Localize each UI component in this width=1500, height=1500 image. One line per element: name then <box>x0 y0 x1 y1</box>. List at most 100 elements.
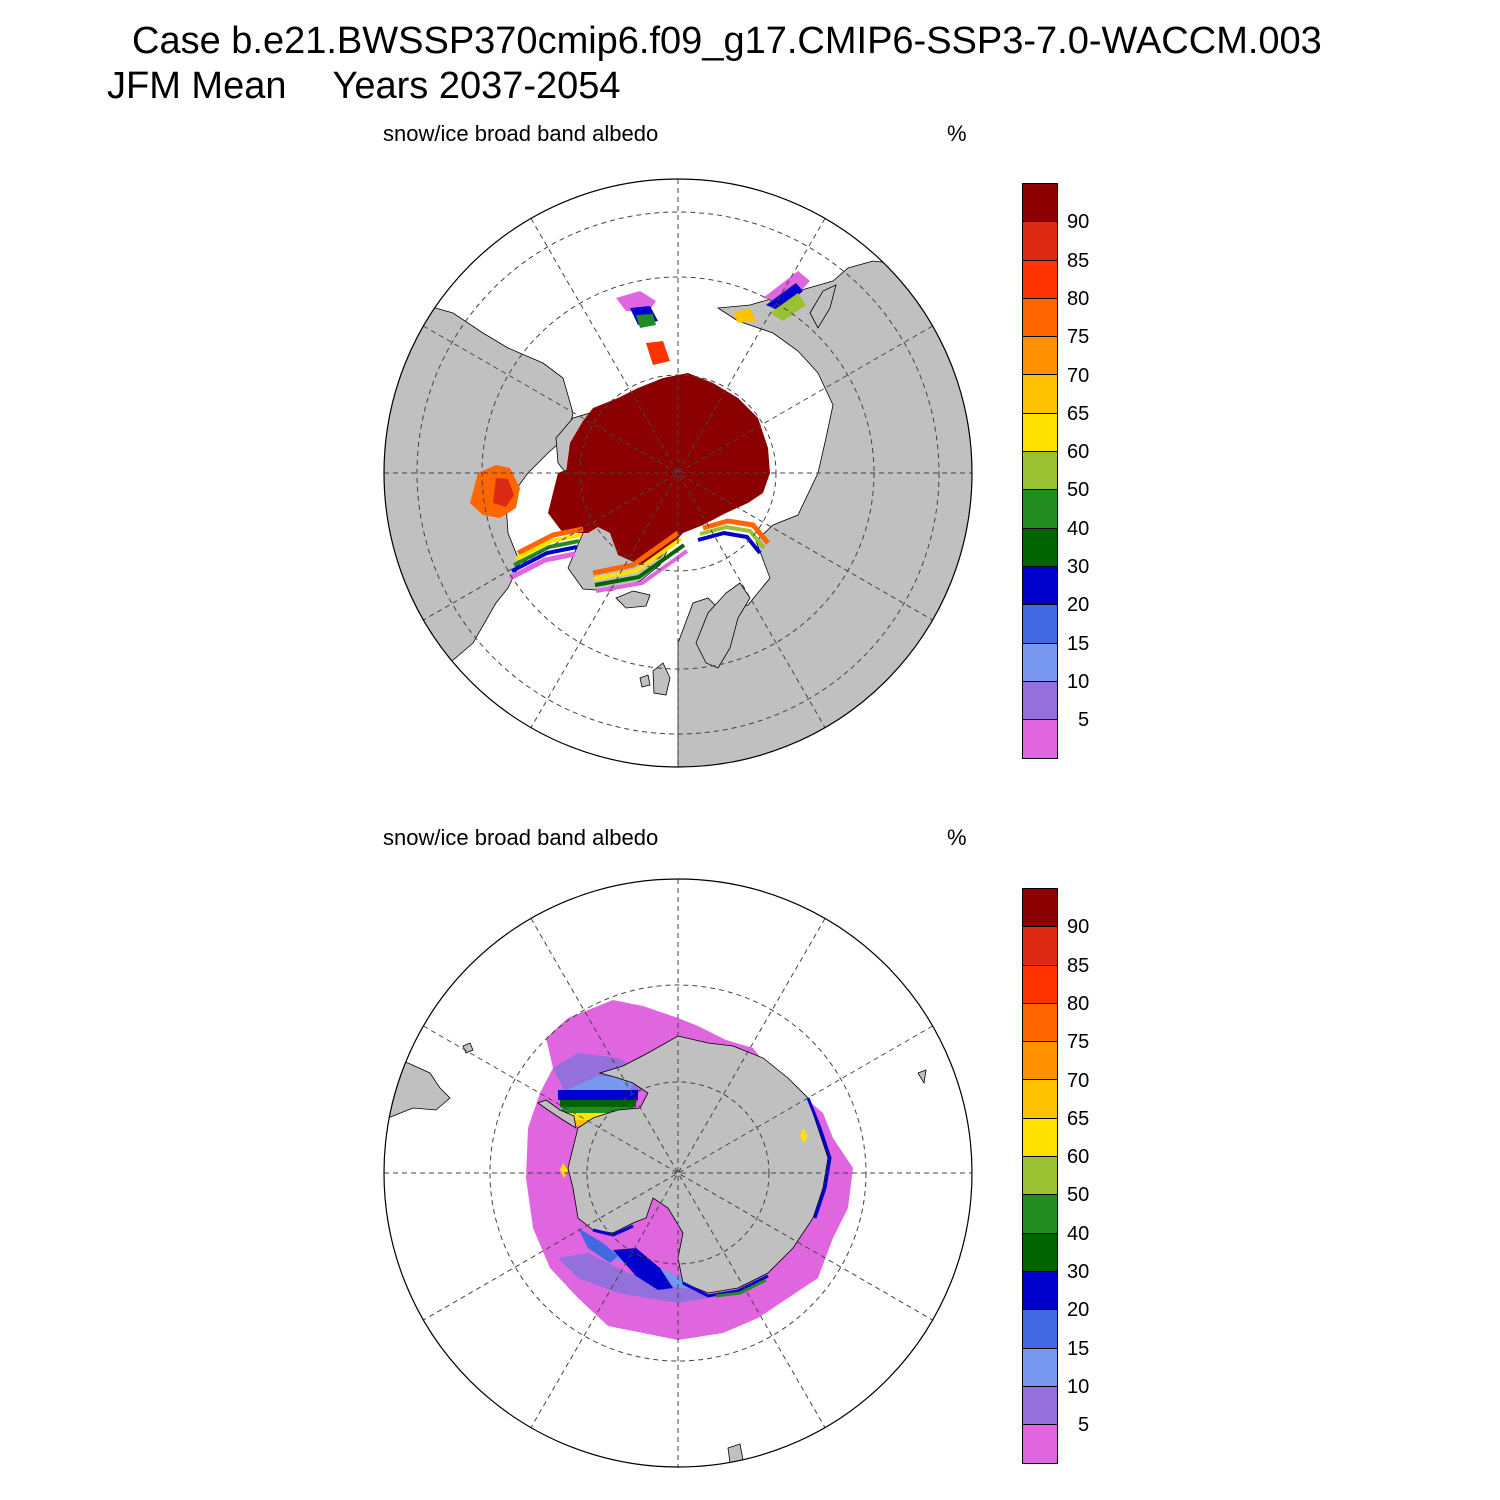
south-colorbar-cell <box>1023 1003 1057 1043</box>
north-colorbar-tick-label: 60 <box>1067 441 1090 464</box>
north-ice-barents-band-1 <box>702 518 770 545</box>
south-colorbar-tick-label: 75 <box>1067 1031 1090 1054</box>
south-colorbar-cell <box>1023 1042 1057 1081</box>
south-colorbar-tick-label: 50 <box>1067 1184 1090 1207</box>
north-ice-labrador-band-4 <box>511 545 578 573</box>
south-colorbar-tick-label: 5 <box>1078 1414 1090 1437</box>
south-ice-coast-band-green <box>715 1278 767 1298</box>
north-land-british-isles <box>639 662 671 696</box>
north-colorbar-tick-label: 80 <box>1067 287 1090 310</box>
south-graticule <box>384 879 972 1467</box>
north-colorbar-tick-label: 20 <box>1067 594 1090 617</box>
south-ice-weddell-blue <box>558 1090 638 1100</box>
south-colorbar-cell <box>1023 1425 1057 1464</box>
north-land-iceland <box>615 590 651 609</box>
south-polar-map <box>383 878 973 1468</box>
north-graticule <box>384 179 972 767</box>
north-map-border <box>383 178 973 768</box>
north-ice-bering-strait <box>646 341 670 365</box>
south-colorbar-cell <box>1023 889 1057 928</box>
north-colorbar-cell <box>1023 375 1057 414</box>
south-ice-weddell-darkgreen <box>560 1100 636 1107</box>
south-colorbar-tick-label: 90 <box>1067 916 1090 939</box>
years-label: Years 2037-2054 <box>332 65 621 107</box>
south-colorbar-cell <box>1023 1233 1057 1272</box>
north-colorbar-cell <box>1023 605 1057 644</box>
south-colorbar-cell <box>1023 1118 1057 1158</box>
north-colorbar-cell <box>1023 298 1057 338</box>
south-panel-variable-label: snow/ice broad band albedo <box>383 825 659 850</box>
south-colorbar-tick-label: 70 <box>1067 1069 1090 1092</box>
north-colorbar-cell <box>1023 528 1057 567</box>
north-colorbar-cell <box>1023 413 1057 453</box>
north-colorbar-tick-label: 70 <box>1067 364 1090 387</box>
north-sea-ice <box>470 271 810 593</box>
north-colorbar-cell <box>1023 566 1057 606</box>
north-colorbar-tick-label: 50 <box>1067 479 1090 502</box>
south-colorbar-cell <box>1023 1348 1057 1387</box>
north-colorbar-cell <box>1023 452 1057 491</box>
north-colorbar-tick-label: 30 <box>1067 556 1090 578</box>
south-ice-amundsen-blue <box>578 1228 618 1263</box>
north-colorbar <box>1022 183 1058 760</box>
north-colorbar-tick-label: 85 <box>1067 249 1090 272</box>
south-colorbar-cell <box>1023 965 1057 1004</box>
north-colorbar-tick-label: 75 <box>1067 326 1090 349</box>
north-land-scandinavia <box>695 582 751 669</box>
north-ice-okhotsk-inner <box>770 293 806 321</box>
north-colorbar-cell <box>1023 490 1057 529</box>
south-colorbar-cell <box>1023 1271 1057 1311</box>
south-colorbar-tick-label: 10 <box>1067 1375 1090 1398</box>
north-ice-barents-band-3 <box>697 530 762 555</box>
north-colorbar-cell <box>1023 222 1057 261</box>
south-land-island-1 <box>917 1069 927 1085</box>
north-ice-archipelago <box>548 463 626 533</box>
north-ice-labrador-band-2 <box>515 533 582 561</box>
north-colorbar-tick-label: 40 <box>1067 517 1090 540</box>
north-colorbar-tick-label: 5 <box>1078 709 1090 732</box>
north-colorbar-cell <box>1023 337 1057 376</box>
south-ice-purple <box>553 1053 708 1303</box>
north-ice-greenland-band-3 <box>594 543 686 587</box>
south-colorbar-cell <box>1023 1157 1057 1196</box>
south-panel-units-label: % <box>947 825 967 850</box>
north-ice-greenland-band-1 <box>592 530 680 576</box>
north-panel-units-label: % <box>947 121 967 146</box>
south-colorbar-cell <box>1023 1386 1057 1426</box>
north-ice-okhotsk-west <box>733 308 756 323</box>
south-ice-coast-band-blue <box>592 1097 832 1298</box>
north-colorbar-cell <box>1023 184 1057 223</box>
figure-subtitle: JFM Mean Years 2037-2054 <box>107 63 621 109</box>
north-polar-map <box>383 178 973 768</box>
north-ice-barents-band-2 <box>699 524 766 550</box>
north-ice-hudson-core <box>493 478 514 507</box>
south-colorbar-cell <box>1023 1310 1057 1349</box>
north-colorbar-tick-label: 65 <box>1067 402 1090 425</box>
south-colorbar-tick-label: 30 <box>1067 1261 1090 1283</box>
north-ice-labrador-band-1 <box>516 526 584 556</box>
north-ice-okhotsk-outer <box>763 271 810 305</box>
south-ice-weddell-green <box>562 1107 634 1113</box>
south-colorbar <box>1022 888 1058 1465</box>
north-ice-greenland-band-2 <box>593 537 683 581</box>
north-ice-bering-inner <box>636 314 656 328</box>
north-colorbar-cell <box>1023 681 1057 721</box>
north-colorbar-cell <box>1023 643 1057 682</box>
south-map-border <box>383 878 973 1468</box>
figure-title-case: Case b.e21.BWSSP370cmip6.f09_g17.CMIP6-S… <box>132 20 1322 62</box>
north-colorbar-tick-label: 15 <box>1067 632 1090 655</box>
south-ice-ross-blue <box>613 1248 673 1290</box>
south-colorbar-tick-label: 60 <box>1067 1146 1090 1169</box>
south-colorbar-tick-label: 85 <box>1067 954 1090 977</box>
south-land-antarctic-peninsula <box>537 1099 577 1129</box>
season-label: JFM Mean <box>107 65 287 107</box>
north-colorbar-cell <box>1023 720 1057 759</box>
north-colorbar-cell <box>1023 260 1057 299</box>
south-colorbar-tick-label: 20 <box>1067 1299 1090 1322</box>
south-colorbar-tick-label: 40 <box>1067 1222 1090 1245</box>
north-ice-core <box>566 373 770 565</box>
south-colorbar-cell <box>1023 1195 1057 1234</box>
south-colorbar-tick-label: 65 <box>1067 1107 1090 1130</box>
north-ice-labrador-band-5 <box>508 551 576 581</box>
north-colorbar-tick-label: 90 <box>1067 211 1090 234</box>
